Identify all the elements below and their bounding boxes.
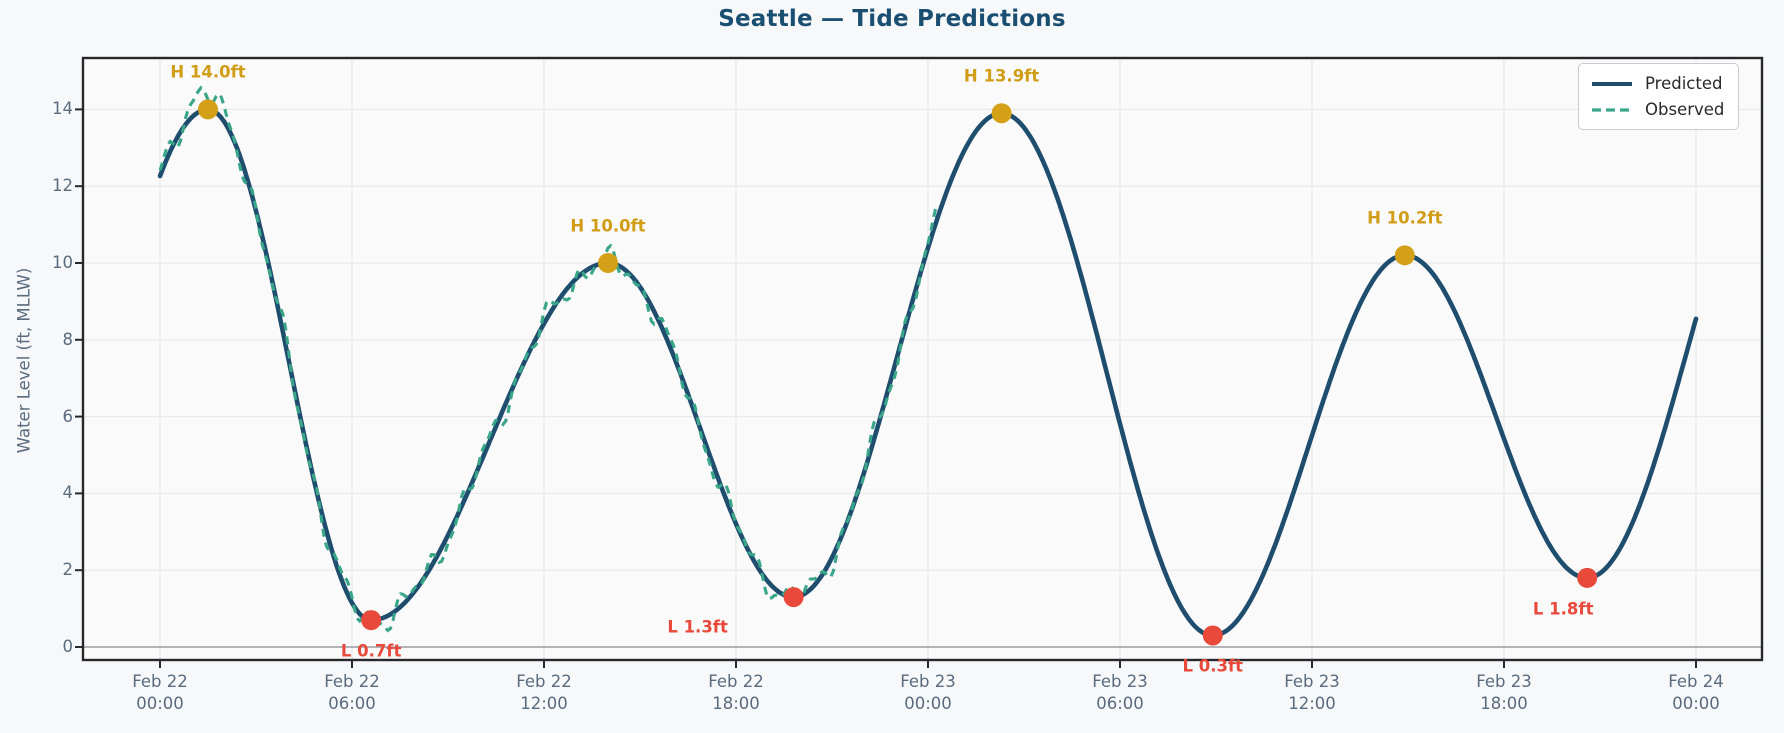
legend-item: Predicted bbox=[1591, 74, 1724, 93]
legend-item: Observed bbox=[1591, 100, 1724, 119]
axis-spine bbox=[81, 56, 1764, 662]
high-tide-marker bbox=[598, 253, 618, 273]
chart-title: Seattle — Tide Predictions bbox=[718, 6, 1066, 32]
plot-background bbox=[83, 58, 1762, 660]
legend-label: Predicted bbox=[1645, 74, 1723, 93]
high-tide-marker bbox=[991, 103, 1012, 124]
low-tide-marker bbox=[361, 610, 382, 631]
legend-label: Observed bbox=[1645, 100, 1725, 119]
low-tide-marker bbox=[783, 587, 804, 608]
predicted-line bbox=[157, 107, 1699, 638]
low-tide-marker bbox=[1202, 625, 1223, 646]
y-axis-label: Water Level (ft, MLLW) bbox=[14, 267, 34, 454]
observed-line bbox=[158, 85, 938, 633]
legend-line-sample-solid bbox=[1592, 81, 1632, 86]
legend: Predicted Observed bbox=[1578, 63, 1740, 130]
high-tide-marker bbox=[198, 99, 218, 120]
legend-line-sample-dashed bbox=[1592, 107, 1632, 112]
high-tide-marker bbox=[1394, 245, 1415, 266]
low-tide-marker bbox=[1577, 567, 1598, 588]
